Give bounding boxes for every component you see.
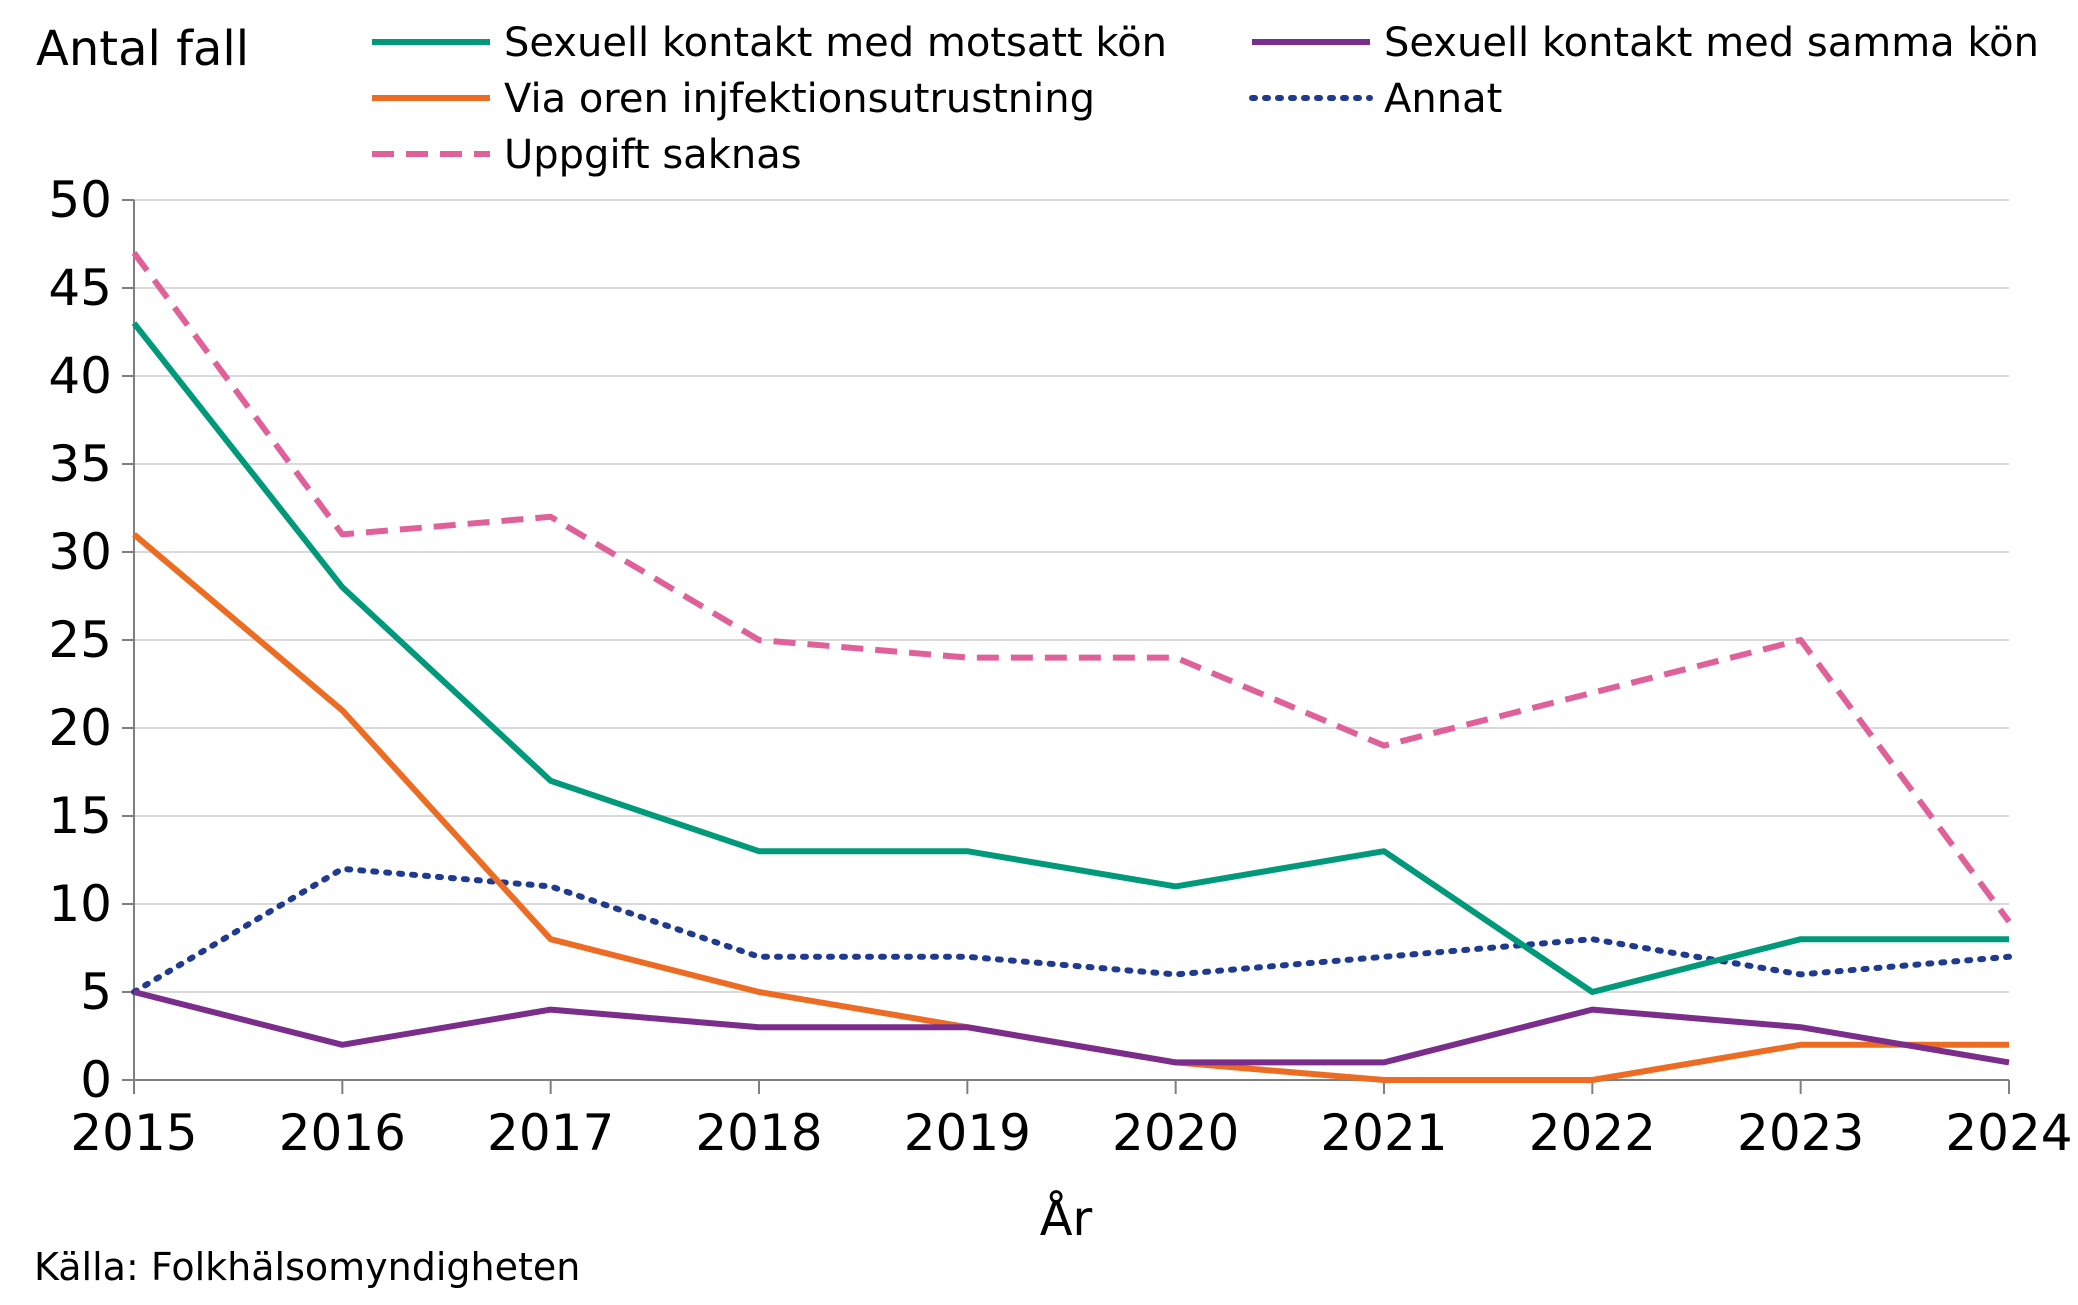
y-tick-label: 25 — [48, 611, 112, 669]
y-tick-label: 15 — [48, 787, 112, 845]
x-tick-label: 2019 — [904, 1104, 1031, 1162]
series-line-1 — [133, 989, 2010, 1066]
legend-label: Annat — [1384, 76, 1502, 122]
series-lines — [131, 251, 2012, 1083]
series-line-0 — [131, 321, 2009, 995]
x-tick-label: 2018 — [695, 1104, 822, 1162]
y-tick-label: 45 — [48, 259, 112, 317]
legend-item: Sexuell kontakt med motsatt kön — [372, 20, 1167, 66]
y-tick-label: 30 — [48, 523, 112, 581]
y-tick-label: 0 — [80, 1051, 112, 1109]
x-tick-label: 2020 — [1112, 1104, 1239, 1162]
axes: 0 5 10 15 20 25 30 35 40 45 50 2015 2016 2017 2018 2019… — [48, 171, 2072, 1162]
gridlines — [134, 199, 2009, 993]
legend-label: Via oren injfektionsutrustning — [504, 76, 1095, 122]
x-tick-label: 2021 — [1320, 1104, 1447, 1162]
x-tick-label: 2022 — [1529, 1104, 1656, 1162]
legend-item: Sexuell kontakt med samma kön — [1252, 20, 2039, 66]
source-note: Källa: Folkhälsomyndigheten — [34, 1245, 580, 1289]
legend-item: Uppgift saknas — [372, 132, 802, 178]
legend-label: Sexuell kontakt med motsatt kön — [504, 20, 1167, 66]
y-tick-label: 50 — [48, 171, 112, 229]
legend-label: Uppgift saknas — [504, 132, 802, 178]
legend: Sexuell kontakt med motsatt kön Sexuell k… — [372, 20, 2039, 178]
series-line-2 — [132, 532, 2009, 1083]
series-line-4 — [131, 251, 2012, 924]
x-tick-label: 2016 — [279, 1104, 406, 1162]
y-axis-title: Antal fall — [36, 21, 249, 77]
x-tick-label: 2015 — [70, 1104, 197, 1162]
x-tick-label: 2023 — [1737, 1104, 1864, 1162]
legend-item: Annat — [1249, 76, 1502, 122]
x-tick-label: 2024 — [1945, 1104, 2072, 1162]
x-axis-title: År — [1040, 1190, 1093, 1247]
legend-label: Sexuell kontakt med samma kön — [1384, 20, 2039, 66]
y-tick-label: 10 — [48, 875, 112, 933]
y-tick-label: 35 — [48, 435, 112, 493]
legend-item: Via oren injfektionsutrustning — [372, 76, 1095, 122]
y-tick-label: 20 — [48, 699, 112, 757]
x-tick-label: 2017 — [487, 1104, 614, 1162]
y-tick-label: 40 — [48, 347, 112, 405]
y-tick-label: 5 — [80, 963, 112, 1021]
series-line-3 — [131, 865, 2012, 995]
